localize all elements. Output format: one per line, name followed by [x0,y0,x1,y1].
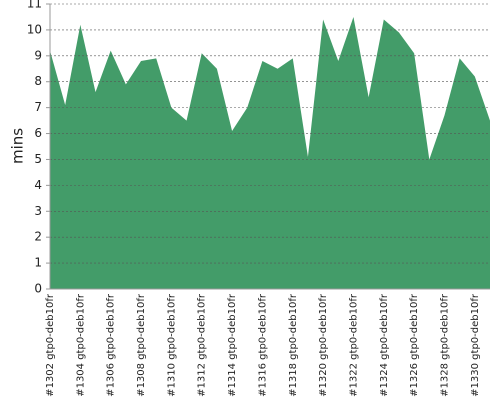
x-tick-label: #1312 gtp0-deb10fr [197,293,208,397]
y-axis-label: mins [9,128,27,164]
x-tick-label: #1320 gtp0-deb10fr [318,293,329,397]
y-tick-label: 4 [34,178,42,192]
y-tick-label: 11 [27,0,42,11]
x-tick-label: #1322 gtp0-deb10fr [348,293,359,397]
x-tick-label: #1324 gtp0-deb10fr [379,293,390,397]
y-tick-label: 6 [34,126,42,140]
y-tick-label: 7 [34,100,42,114]
y-tick-label: 9 [34,48,42,62]
x-tick-label: #1302 gtp0-deb10fr [45,293,56,397]
y-tick-label: 1 [34,256,42,270]
x-tick-label: #1314 gtp0-deb10fr [227,293,238,397]
y-tick-label: 8 [34,74,42,88]
x-tick-label: #1316 gtp0-deb10fr [257,293,268,397]
x-tick-label: #1330 gtp0-deb10fr [470,293,481,397]
y-tick-label: 5 [34,152,42,166]
x-tick-label: #1310 gtp0-deb10fr [166,293,177,397]
x-tick-label: #1326 gtp0-deb10fr [409,293,420,397]
area [50,16,490,289]
x-tick-label: #1304 gtp0-deb10fr [75,293,86,397]
y-tick-label: 10 [27,22,42,36]
y-tick-label: 3 [34,204,42,218]
x-tick-label: #1306 gtp0-deb10fr [106,293,117,397]
x-tick-label: #1318 gtp0-deb10fr [288,293,299,397]
y-tick-label: 2 [34,230,42,244]
y-tick-label: 0 [34,282,42,296]
x-tick-label: #1328 gtp0-deb10fr [439,293,450,397]
x-tick-label: #1308 gtp0-deb10fr [136,293,147,397]
